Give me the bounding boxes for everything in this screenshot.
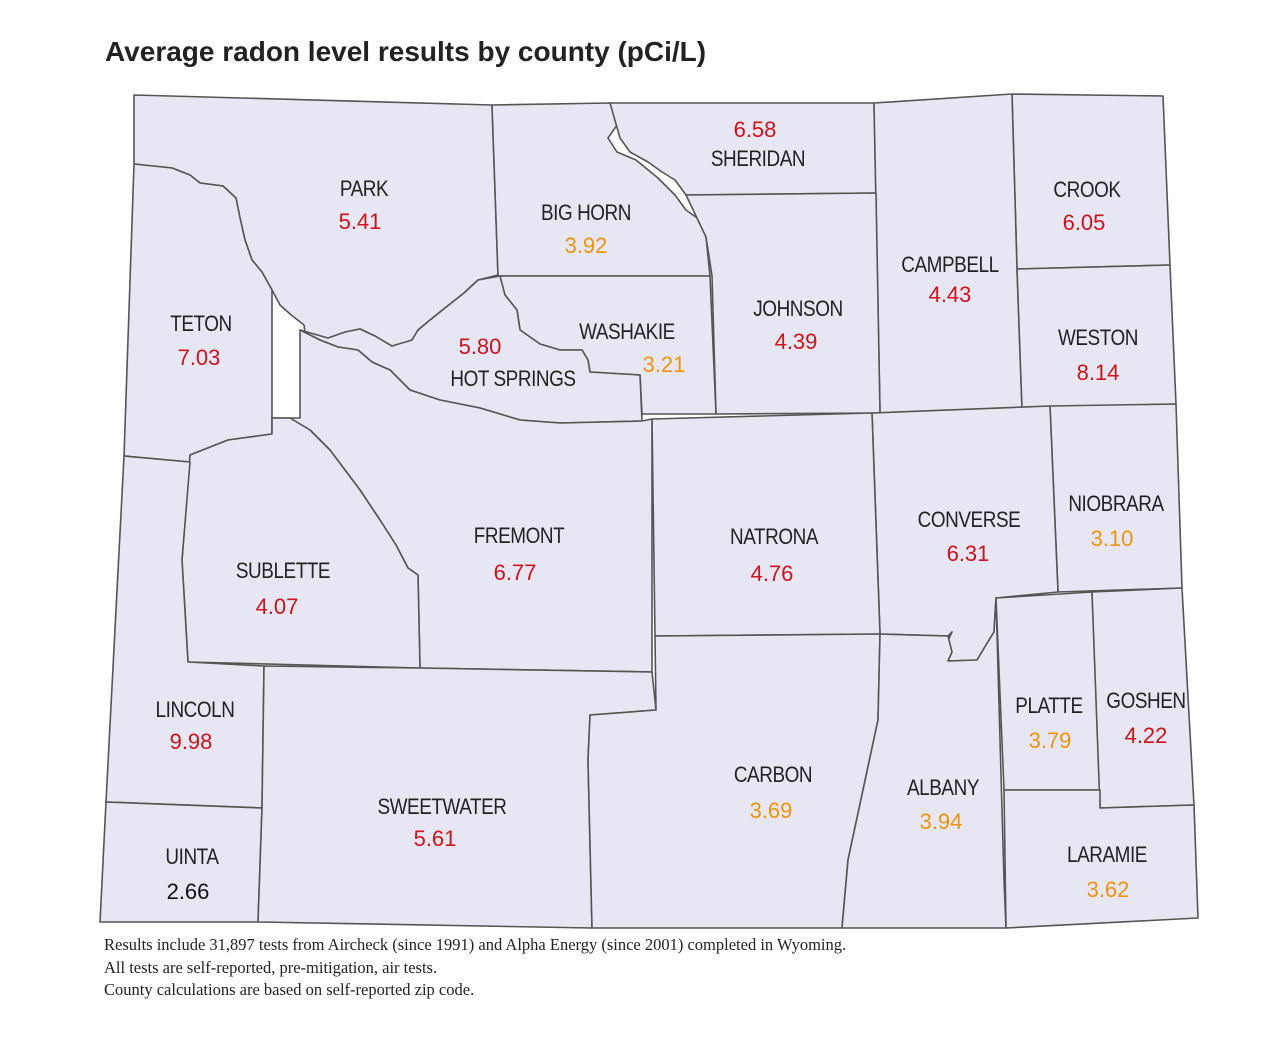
county-platte bbox=[995, 591, 1101, 791]
county-value-laramie: 3.62 bbox=[1087, 877, 1130, 902]
county-name-teton: TETON bbox=[170, 312, 232, 337]
county-value-sublette: 4.07 bbox=[256, 594, 299, 619]
county-value-big-horn: 3.92 bbox=[565, 233, 608, 258]
county-name-big-horn: BIG HORN bbox=[541, 201, 631, 226]
county-name-platte: PLATTE bbox=[1015, 694, 1082, 719]
county-name-hot-springs: HOT SPRINGS bbox=[450, 367, 575, 392]
county-value-niobrara: 3.10 bbox=[1091, 526, 1134, 551]
footnotes: Results include 31,897 tests from Airche… bbox=[104, 934, 846, 1002]
county-name-crook: CROOK bbox=[1053, 178, 1121, 203]
footnote-test-type: All tests are self-reported, pre-mitigat… bbox=[104, 957, 438, 977]
county-value-johnson: 4.39 bbox=[775, 329, 818, 354]
county-shapes bbox=[99, 93, 1199, 929]
footnote-zip-code: County calculations are based on self-re… bbox=[104, 980, 475, 999]
county-name-fremont: FREMONT bbox=[474, 524, 565, 549]
county-laramie bbox=[1003, 789, 1199, 929]
county-name-lincoln: LINCOLN bbox=[156, 698, 235, 723]
county-value-uinta: 2.66 bbox=[167, 879, 210, 904]
county-name-converse: CONVERSE bbox=[918, 508, 1021, 533]
county-labels: PARK 5.41 BIG HORN 3.92 SHERIDAN 6.58 CROOK 6.0… bbox=[156, 117, 1187, 904]
county-value-crook: 6.05 bbox=[1063, 210, 1106, 235]
county-name-niobrara: NIOBRARA bbox=[1068, 492, 1164, 517]
county-name-sublette: SUBLETTE bbox=[236, 559, 330, 584]
county-name-washakie: WASHAKIE bbox=[579, 320, 675, 345]
county-value-park: 5.41 bbox=[339, 209, 382, 234]
county-name-weston: WESTON bbox=[1058, 326, 1138, 351]
county-name-carbon: CARBON bbox=[734, 763, 812, 788]
county-value-albany: 3.94 bbox=[920, 809, 963, 834]
county-sublette bbox=[181, 417, 421, 669]
county-name-albany: ALBANY bbox=[907, 776, 980, 801]
county-value-goshen: 4.22 bbox=[1125, 723, 1168, 748]
county-name-park: PARK bbox=[340, 177, 389, 202]
map-title: Average radon level results by county (p… bbox=[105, 36, 707, 67]
county-value-hot-springs: 5.80 bbox=[459, 334, 502, 359]
county-name-goshen: GOSHEN bbox=[1106, 689, 1185, 714]
county-value-converse: 6.31 bbox=[947, 541, 990, 566]
footnote-sources: Results include 31,897 tests from Airche… bbox=[104, 935, 847, 954]
county-value-weston: 8.14 bbox=[1077, 360, 1120, 385]
county-name-natrona: NATRONA bbox=[730, 525, 819, 550]
county-value-teton: 7.03 bbox=[178, 345, 221, 370]
county-value-sheridan: 6.58 bbox=[734, 117, 777, 142]
county-name-sweetwater: SWEETWATER bbox=[377, 795, 506, 820]
county-name-sheridan: SHERIDAN bbox=[711, 147, 805, 172]
county-name-campbell: CAMPBELL bbox=[901, 253, 998, 278]
county-value-natrona: 4.76 bbox=[751, 561, 794, 586]
county-value-campbell: 4.43 bbox=[929, 282, 972, 307]
county-value-carbon: 3.69 bbox=[750, 798, 793, 823]
county-name-uinta: UINTA bbox=[165, 845, 219, 870]
county-value-platte: 3.79 bbox=[1029, 728, 1072, 753]
county-value-lincoln: 9.98 bbox=[170, 729, 213, 754]
county-value-washakie: 3.21 bbox=[643, 352, 686, 377]
county-name-johnson: JOHNSON bbox=[753, 297, 842, 322]
county-value-sweetwater: 5.61 bbox=[414, 826, 457, 851]
county-albany bbox=[841, 597, 1007, 929]
county-value-fremont: 6.77 bbox=[494, 560, 537, 585]
county-name-laramie: LARAMIE bbox=[1067, 843, 1147, 868]
